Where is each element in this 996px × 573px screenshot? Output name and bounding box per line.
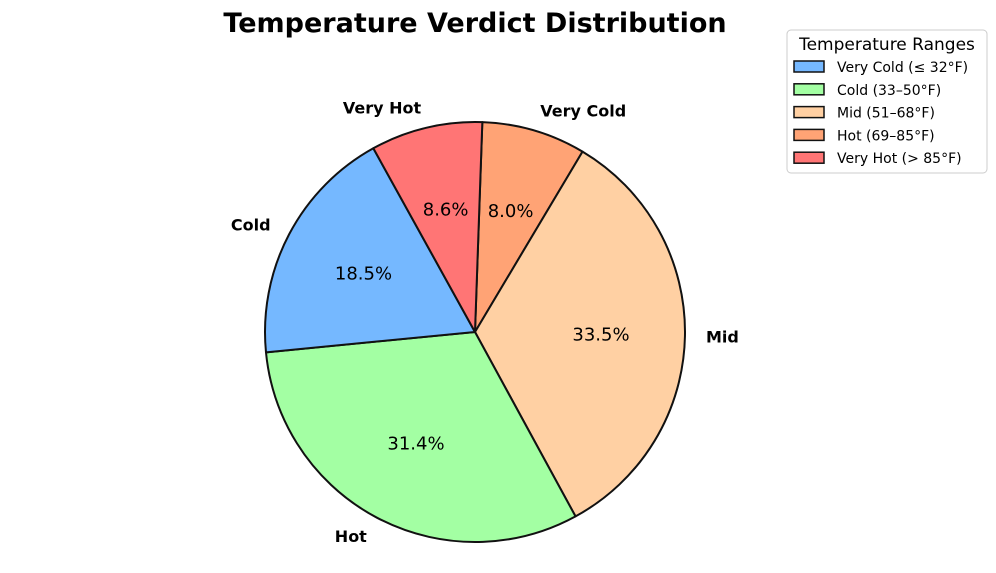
legend-title: Temperature Ranges [798, 35, 975, 55]
legend-swatch-very-hot-85-f [793, 151, 825, 164]
legend-entry-hot-69-85-f: Hot (69–85°F) [837, 128, 935, 144]
slice-label-very-cold: Very Cold [540, 101, 626, 120]
legend-frame [786, 29, 988, 174]
legend-swatch-very-cold-32-f [793, 60, 825, 73]
slice-percent-mid: 33.5% [572, 324, 629, 345]
slice-label-cold: Cold [231, 215, 271, 234]
pie-slice-cold [264, 147, 476, 354]
chart-title: Temperature Verdict Distribution [223, 8, 726, 39]
slice-label-hot: Hot [335, 527, 367, 546]
slice-category-labels: Very Cold Mid Hot Cold Very Hot [231, 98, 739, 546]
slice-percent-labels: 8.0% 33.5% 31.4% 18.5% 8.6% [335, 199, 630, 454]
slice-label-mid: Mid [706, 327, 739, 346]
legend-entries: Very Cold (≤ 32°F) Cold (33–50°F) Mid (51–… [793, 60, 968, 167]
legend-entry-cold-33-50-f: Cold (33–50°F) [837, 83, 941, 99]
pie-slice-very-cold [474, 121, 584, 333]
slice-percent-very-cold: 8.0% [488, 201, 534, 222]
slice-percent-very-hot: 8.6% [423, 199, 469, 220]
legend-swatch-mid-51-68-f [793, 105, 825, 119]
slice-percent-hot: 31.4% [387, 433, 444, 454]
legend-swatch-hot-69-85-f [793, 128, 825, 142]
legend: Temperature Ranges Very Cold (≤ 32°F) Col… [786, 29, 988, 174]
legend-entry-very-cold-32-f: Very Cold (≤ 32°F) [837, 60, 968, 76]
legend-swatch-cold-33-50-f [793, 83, 825, 96]
pie-slice-very-hot [372, 121, 484, 333]
pie-slices [264, 121, 686, 543]
pie-slice-hot [264, 331, 577, 543]
pie-slice-mid [474, 150, 686, 518]
legend-entry-very-hot-85-f: Very Hot (> 85°F) [837, 151, 962, 167]
slice-percent-cold: 18.5% [335, 263, 392, 284]
slice-label-very-hot: Very Hot [343, 98, 422, 117]
legend-entry-mid-51-68-f: Mid (51–68°F) [837, 106, 935, 122]
